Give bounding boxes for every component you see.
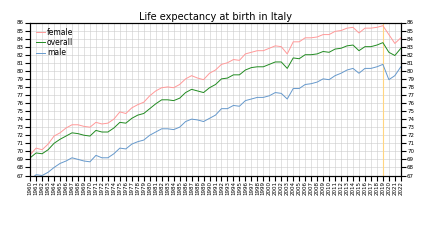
male [212,114,218,117]
Title: Life expectancy at birth in Italy: Life expectancy at birth in Italy [139,12,291,22]
overall [391,54,396,57]
Line: overall: overall [30,43,400,158]
Legend: female, overall, male: female, overall, male [34,26,75,59]
overall [212,83,218,86]
overall [397,47,402,50]
Line: male: male [30,64,400,180]
female [397,36,402,39]
female [212,69,218,71]
overall [129,117,134,120]
male [28,178,33,181]
overall [379,41,384,44]
male [200,120,206,123]
overall [284,67,289,70]
female [200,78,206,81]
male [284,98,289,100]
male [379,63,384,66]
overall [28,156,33,159]
Line: female: female [30,26,400,155]
overall [141,112,146,115]
overall [200,91,206,94]
female [391,42,396,45]
male [129,143,134,145]
male [397,65,402,68]
female [129,106,134,109]
female [379,24,384,27]
female [141,101,146,104]
female [284,53,289,55]
male [141,139,146,142]
male [391,74,396,77]
female [28,153,33,156]
